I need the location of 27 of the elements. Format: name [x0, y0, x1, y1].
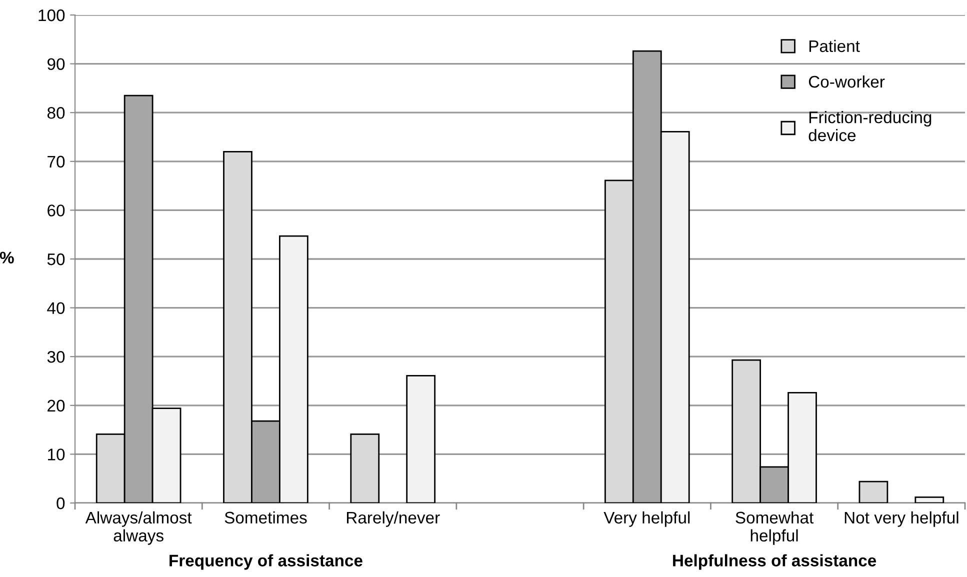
y-tick-label: 10	[48, 448, 65, 460]
legend-label: Friction-reducing device	[808, 111, 932, 142]
x-tick-label: Rarely/never	[346, 511, 440, 527]
bar	[406, 374, 436, 503]
y-tick-label: 30	[47, 351, 65, 363]
y-tick-label: 90	[48, 58, 65, 70]
x-tick-label: Not very helpful	[844, 511, 958, 527]
x-tick-label: Very helpful	[604, 511, 690, 527]
y-tick-label: 60	[48, 204, 65, 216]
x-tick-label: Sometimes	[224, 511, 307, 524]
text: Frequency of assistance	[170, 554, 362, 570]
legend-label: Co-worker	[808, 75, 885, 88]
y-tick-label: 70	[48, 156, 65, 168]
text: Helpfulness of assistance	[673, 554, 876, 570]
y-tick-label: 20	[48, 400, 65, 412]
y-tick-label: 80	[47, 107, 65, 119]
x-tick-label: Somewhat helpful	[736, 511, 814, 545]
y-axis-title: %	[0, 252, 14, 264]
x-tick-label: Always/almost always	[85, 511, 192, 545]
bar	[350, 433, 380, 503]
y-tick-label: 40	[47, 302, 65, 314]
y-tick-label: 0	[56, 497, 65, 510]
bar	[858, 480, 888, 503]
legend-label: Patient	[809, 40, 860, 52]
y-tick-label: 100	[38, 9, 65, 22]
y-tick-label: 50	[47, 253, 65, 266]
bar	[914, 496, 944, 503]
